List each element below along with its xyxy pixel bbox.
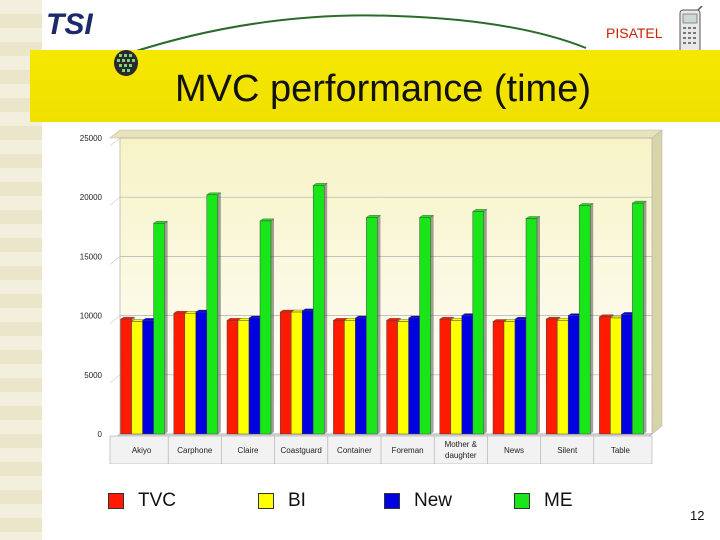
bar-bi: [290, 311, 303, 435]
legend-swatch-bi: [258, 493, 274, 509]
x-tick-label: Coastguard: [281, 446, 322, 455]
bar-new: [195, 311, 208, 435]
bar-me: [366, 217, 378, 435]
bar-side-me: [483, 209, 487, 434]
y-tick-label: 10000: [80, 312, 103, 321]
bar-tvc: [120, 318, 132, 435]
bar-side-me: [590, 203, 594, 434]
bar-bi: [610, 317, 622, 435]
bar-me: [525, 218, 538, 435]
bar-me: [153, 222, 165, 435]
y-tick-label: 5000: [84, 371, 102, 380]
gridline-depth: [109, 256, 121, 265]
legend-item-new: New: [384, 490, 452, 512]
bar-chart: 0 5000 10000 15000 20000 25000 Akiyo Carphone Cl…: [72, 126, 666, 464]
bar-tvc: [333, 320, 345, 435]
x-tick-label: Table: [611, 446, 631, 455]
legend-label-bi: BI: [288, 490, 306, 511]
bar-me: [259, 220, 272, 435]
bar-bi: [344, 320, 356, 435]
legend-swatch-tvc: [108, 493, 124, 509]
x-tick-label: Akiyo: [132, 446, 152, 455]
legend-item-me: ME: [514, 490, 573, 512]
x-tick-label: Foreman: [392, 446, 424, 455]
x-tick-label: daughter: [445, 451, 477, 460]
x-tick-label: Claire: [238, 446, 259, 455]
bar-bi: [237, 320, 250, 435]
bar-tvc: [173, 312, 186, 435]
bar-new: [621, 314, 633, 435]
x-tick-label: Container: [337, 446, 372, 455]
mobile-phone-icon: [679, 6, 703, 55]
legend-swatch-me: [514, 493, 530, 509]
bar-side-me: [537, 216, 540, 434]
bar-side-me: [217, 192, 221, 434]
svg-text:TSI: TSI: [46, 8, 93, 40]
bar-new: [567, 315, 580, 435]
gridline-depth: [109, 137, 121, 147]
bar-bi: [556, 320, 569, 435]
bar-me: [472, 211, 485, 435]
page-number: 12: [690, 508, 705, 523]
brand-label: PISATEL: [606, 25, 663, 41]
bar-tvc: [386, 320, 398, 435]
bar-side-me: [643, 201, 647, 434]
bar-new: [514, 318, 527, 435]
legend-swatch-new: [384, 493, 400, 509]
x-tick-label: Silent: [557, 446, 578, 455]
bar-me: [419, 217, 431, 435]
bar-me: [578, 205, 591, 435]
legend-item-tvc: TVC: [108, 490, 176, 512]
bar-new: [408, 317, 420, 435]
bar-side-me: [430, 215, 434, 434]
title-banner: [30, 50, 720, 122]
bar-side-me: [377, 215, 381, 434]
y-tick-label: 20000: [80, 193, 103, 202]
bar-bi: [397, 321, 409, 435]
bar-new: [301, 310, 314, 435]
globe-icon: [114, 50, 138, 76]
bar-bi: [184, 312, 197, 435]
bar-side-me: [271, 218, 274, 434]
legend-label-new: New: [414, 490, 453, 511]
bar-me: [632, 202, 644, 435]
bar-tvc: [492, 321, 505, 435]
slide-title: MVC performance (time): [175, 68, 591, 110]
bar-new: [248, 317, 261, 435]
gridline-depth: [109, 315, 121, 324]
bar-tvc: [279, 311, 292, 435]
plot-top-face: [109, 129, 663, 139]
x-tick-label: Mother &: [445, 440, 478, 449]
tsi-logo: TSI: [46, 8, 93, 40]
gridline-depth: [109, 374, 121, 383]
bar-bi: [450, 320, 463, 435]
y-tick-label: 0: [98, 430, 103, 439]
y-tick-label: 25000: [80, 134, 103, 143]
bar-tvc: [226, 320, 239, 435]
header-swoosh: [100, 14, 587, 64]
plot-side-face: [651, 129, 663, 435]
bar-side-me: [164, 221, 168, 434]
x-tick-label: News: [504, 446, 524, 455]
bar-bi: [131, 321, 143, 435]
bar-new: [355, 317, 367, 435]
bar-bi: [503, 321, 516, 435]
bar-me: [312, 185, 325, 435]
bar-tvc: [439, 318, 452, 435]
x-tick-label: Carphone: [177, 446, 213, 455]
bar-me: [206, 194, 219, 435]
legend-item-bi: BI: [258, 490, 306, 512]
bar-side-me: [324, 183, 328, 434]
gridline-depth: [109, 197, 121, 206]
legend-label-me: ME: [544, 490, 573, 511]
y-tick-label: 15000: [80, 252, 103, 261]
bar-tvc: [599, 316, 611, 435]
bar-new: [142, 320, 154, 435]
bar-new: [461, 315, 474, 435]
bar-tvc: [545, 318, 558, 435]
legend-label-tvc: TVC: [138, 490, 176, 511]
